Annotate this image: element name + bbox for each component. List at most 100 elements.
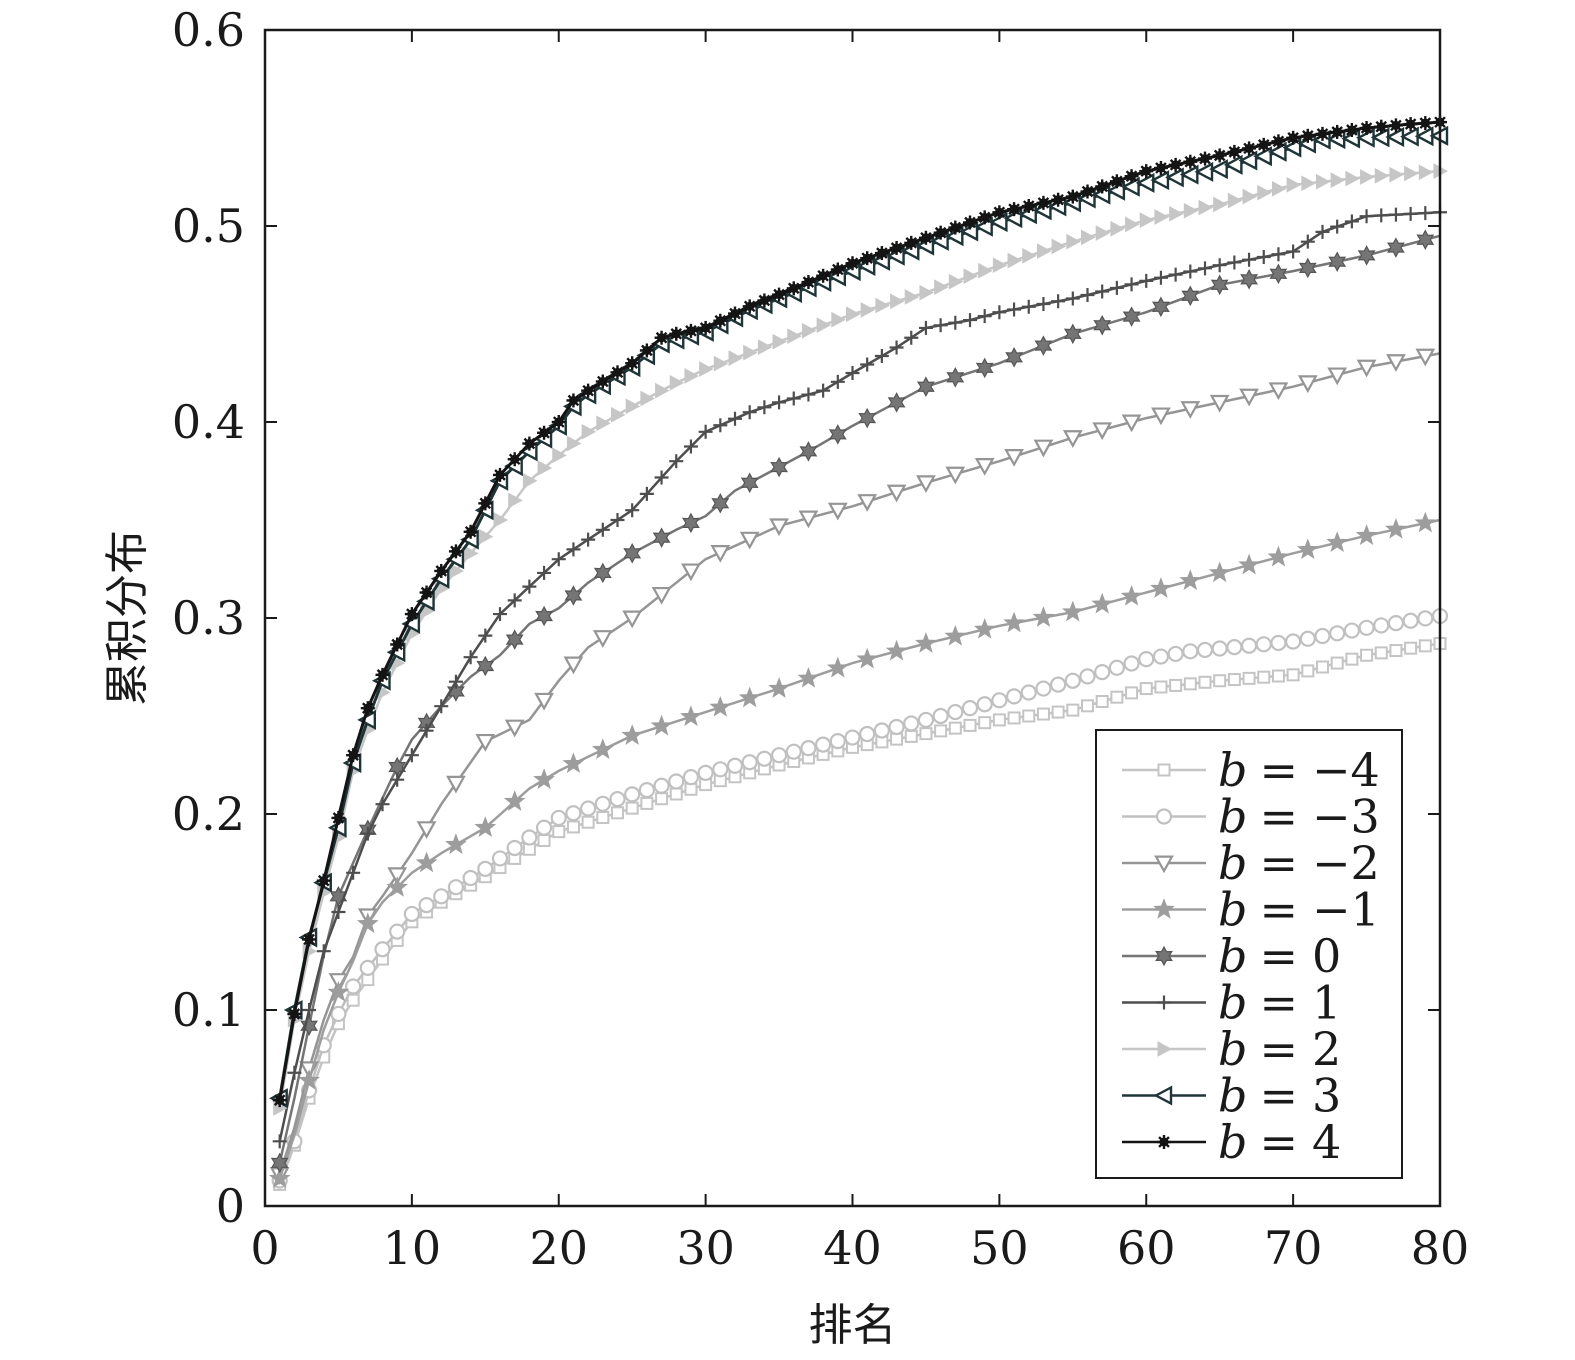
data-point <box>640 390 655 407</box>
data-point <box>610 365 625 380</box>
legend-item: b = 3 <box>1122 1069 1341 1123</box>
data-point <box>566 542 581 557</box>
data-point <box>1330 124 1345 139</box>
data-point <box>1154 855 1174 874</box>
data-point <box>699 361 714 377</box>
data-point <box>857 494 878 512</box>
data-point <box>786 281 801 296</box>
data-point <box>419 723 434 738</box>
data-point <box>552 447 567 464</box>
data-point <box>681 512 700 534</box>
data-point <box>887 392 906 413</box>
data-point <box>1139 682 1153 696</box>
data-point <box>415 851 438 873</box>
data-point <box>1386 237 1405 258</box>
data-point <box>1386 354 1406 372</box>
data-point <box>740 472 759 494</box>
data-point <box>742 405 757 420</box>
legend-label: b = −2 <box>1218 836 1380 890</box>
data-point <box>1298 257 1317 279</box>
data-point <box>683 323 698 338</box>
data-point <box>919 284 934 301</box>
data-point <box>976 696 993 713</box>
data-point <box>331 905 346 919</box>
data-point <box>640 796 654 810</box>
data-point <box>948 220 963 235</box>
data-point <box>915 632 937 653</box>
data-point <box>992 713 1006 727</box>
data-point <box>816 383 831 398</box>
data-point <box>844 729 861 746</box>
data-point <box>697 764 714 781</box>
data-point <box>638 781 655 799</box>
data-point <box>611 806 624 820</box>
data-point <box>1168 267 1183 282</box>
x-tick-label: 0 <box>250 1221 279 1275</box>
data-point <box>521 829 538 846</box>
data-point <box>743 344 758 361</box>
data-point <box>1285 633 1302 650</box>
data-point <box>992 257 1008 274</box>
data-point <box>1005 688 1023 705</box>
data-point <box>934 724 948 738</box>
data-point <box>327 980 350 1002</box>
data-point <box>448 544 463 559</box>
data-point <box>1242 188 1258 205</box>
data-point <box>1416 229 1435 250</box>
data-point <box>359 959 376 976</box>
data-point <box>1125 216 1140 233</box>
data-point <box>1063 323 1082 345</box>
data-point <box>1157 1041 1173 1057</box>
data-point <box>1021 299 1036 314</box>
data-point <box>726 757 744 774</box>
data-point <box>684 368 699 384</box>
data-point <box>772 287 787 302</box>
data-point <box>302 932 317 947</box>
data-point <box>963 718 977 732</box>
data-point <box>447 879 465 896</box>
data-point <box>770 456 789 478</box>
data-point <box>462 869 479 887</box>
data-point <box>268 1167 291 1188</box>
data-point <box>389 923 406 940</box>
data-point <box>1007 252 1023 269</box>
data-point <box>390 772 405 787</box>
data-point <box>610 513 625 527</box>
data-point <box>860 357 875 372</box>
data-point <box>1194 161 1214 182</box>
data-point <box>533 768 555 789</box>
data-point <box>1139 164 1154 179</box>
series-1 <box>271 607 1449 1189</box>
data-point <box>1326 531 1349 552</box>
data-point <box>1227 144 1242 159</box>
data-point <box>655 382 670 399</box>
data-point <box>1389 166 1404 183</box>
data-point <box>1168 157 1183 172</box>
data-point <box>1169 678 1183 692</box>
data-point <box>302 1003 317 1017</box>
data-point <box>889 340 904 355</box>
data-point <box>977 309 992 324</box>
data-point <box>711 493 730 514</box>
y-tick-label: 0.5 <box>172 199 245 253</box>
data-point <box>947 703 964 721</box>
data-point <box>622 610 643 629</box>
data-point <box>831 311 846 328</box>
data-point <box>522 436 537 451</box>
legend-label: b = 0 <box>1218 929 1341 983</box>
data-point <box>1182 643 1199 660</box>
data-point <box>992 205 1007 220</box>
data-point <box>904 330 919 345</box>
data-point <box>464 545 479 562</box>
data-point <box>1212 258 1227 273</box>
data-point <box>846 306 861 323</box>
data-point <box>903 715 920 732</box>
legend-item: b = 0 <box>1122 929 1341 983</box>
data-point <box>476 655 495 677</box>
data-point <box>785 743 802 760</box>
data-point <box>1066 703 1080 717</box>
data-point <box>801 275 816 290</box>
data-point <box>669 787 683 801</box>
data-point <box>1271 669 1285 683</box>
data-point <box>1036 707 1050 721</box>
